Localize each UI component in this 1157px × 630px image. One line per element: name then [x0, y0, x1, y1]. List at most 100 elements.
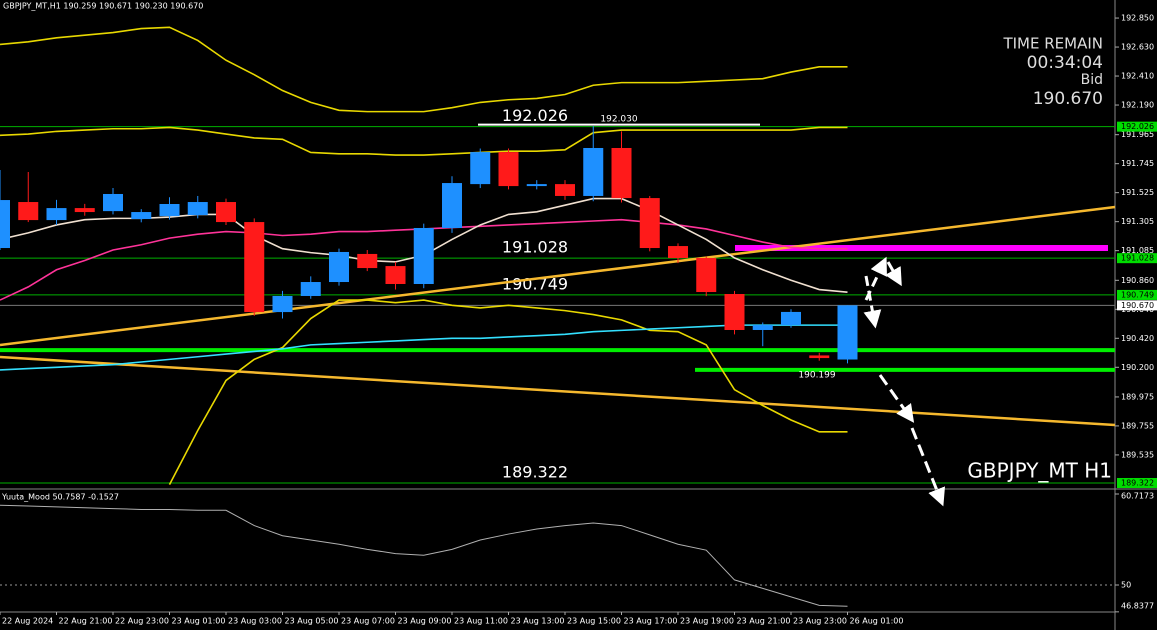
x-tick-label: 23 Aug 05:00 — [285, 617, 339, 626]
indicator-line — [0, 26, 848, 113]
y-tick-label: 46.8377 — [1121, 602, 1154, 611]
candle-body — [752, 325, 773, 330]
candle-body — [300, 282, 321, 296]
candle-body — [329, 251, 349, 283]
price-label: 190.670 — [1121, 301, 1154, 310]
arrow — [885, 261, 902, 287]
price-label: 192.026 — [1121, 122, 1154, 131]
y-tick-label: 189.535 — [1121, 450, 1154, 459]
candle-body — [498, 152, 519, 187]
indicator-line — [0, 126, 848, 156]
oscillator-line — [0, 504, 848, 607]
candle-body — [668, 246, 688, 259]
price-label-box — [1117, 121, 1157, 132]
price-label: 191.028 — [1121, 254, 1154, 263]
candle-body — [74, 208, 95, 213]
candle-body — [724, 294, 745, 330]
price-label-box — [1117, 477, 1157, 488]
info-time: 00:34:04 — [1027, 53, 1103, 73]
candle-body — [611, 147, 632, 199]
y-tick-label: 191.965 — [1121, 130, 1154, 139]
candle-body — [159, 204, 180, 217]
trendline — [0, 205, 1116, 347]
y-tick-label: 191.305 — [1121, 217, 1154, 226]
level-label: 191.028 — [502, 238, 568, 257]
price-label-box — [1117, 300, 1157, 311]
x-tick-label: 23 Aug 23:00 — [793, 617, 847, 626]
candle-body — [696, 258, 717, 293]
y-tick-label: 190.420 — [1121, 334, 1154, 343]
price-label-box — [1117, 253, 1157, 264]
y-tick-label: 60.7173 — [1121, 492, 1154, 501]
y-tick-label: 190.200 — [1121, 363, 1154, 372]
candle-body — [413, 227, 434, 284]
y-tick-label: 192.410 — [1121, 72, 1154, 81]
arrow — [863, 275, 882, 329]
y-tick-label: 189.755 — [1121, 421, 1154, 430]
level-label: 189.322 — [502, 462, 568, 481]
indicator-line — [0, 324, 848, 371]
arrows — [863, 256, 946, 507]
candle-body — [526, 184, 547, 187]
candle-body — [103, 193, 123, 212]
level-label: 192.026 — [502, 106, 568, 125]
arrow — [878, 374, 915, 423]
x-tick-label: 22 Aug 23:00 — [115, 617, 169, 626]
indicator-line — [168, 299, 848, 485]
annotation: 190.199 — [798, 371, 835, 381]
x-tick-label: 22 Aug 2024 — [2, 617, 53, 626]
info-label: TIME REMAIN — [1002, 35, 1103, 53]
y-tick-label: 192.850 — [1121, 14, 1154, 23]
candle-body — [583, 147, 604, 196]
candle-body — [18, 202, 39, 221]
candle-body — [442, 183, 462, 228]
x-tick-label: 23 Aug 09:00 — [398, 617, 452, 626]
x-tick-label: 23 Aug 15:00 — [567, 617, 621, 626]
info-label: Bid — [1081, 72, 1103, 88]
y-tick-label: 50 — [1121, 581, 1131, 590]
candle-body — [244, 222, 265, 313]
x-tick-label: 23 Aug 13:00 — [511, 617, 565, 626]
candle-body — [385, 266, 406, 284]
x-tick-label: 23 Aug 21:00 — [737, 617, 791, 626]
x-tick-label: 23 Aug 11:00 — [454, 617, 508, 626]
x-tick-label: 26 Aug 01:00 — [850, 617, 904, 626]
x-tick-label: 23 Aug 07:00 — [341, 617, 395, 626]
candle-body — [46, 208, 67, 221]
candle-body — [781, 311, 801, 326]
y-tick-label: 191.085 — [1121, 246, 1154, 255]
y-tick-label: 190.860 — [1121, 276, 1154, 285]
subchart-title: Yuuta_Mood 50.7587 -0.1527 — [1, 493, 119, 502]
arrow — [910, 427, 946, 507]
candle-body — [187, 202, 208, 216]
price-label: 189.322 — [1121, 478, 1154, 487]
trendline — [0, 355, 1116, 427]
x-tick-label: 23 Aug 17:00 — [624, 617, 678, 626]
price-label-box — [1117, 289, 1157, 300]
candle-body — [639, 198, 660, 249]
x-tick-label: 22 Aug 21:00 — [59, 617, 113, 626]
y-tick-label: 191.745 — [1121, 159, 1154, 168]
y-tick-label: 192.630 — [1121, 43, 1154, 52]
candle-body — [357, 253, 378, 269]
watermark: GBPJPY_MT H1 — [967, 459, 1112, 483]
candle-body — [272, 295, 293, 313]
price-label: 190.749 — [1121, 290, 1154, 299]
x-tick-label: 23 Aug 19:00 — [680, 617, 734, 626]
chart-header: GBPJPY_MT,H1 190.259 190.671 190.230 190… — [3, 2, 203, 11]
candle-body — [216, 202, 236, 223]
x-tick-label: 23 Aug 03:00 — [228, 617, 282, 626]
y-tick-label: 192.190 — [1121, 101, 1154, 110]
candle-body — [809, 355, 830, 359]
candle-body — [131, 212, 152, 220]
annotation: 192.030 — [600, 115, 637, 125]
candle-body — [0, 200, 10, 249]
candle-body — [837, 305, 858, 360]
info-bid: 190.670 — [1033, 89, 1103, 109]
y-tick-label: 191.525 — [1121, 188, 1154, 197]
y-tick-label: 189.975 — [1121, 392, 1154, 401]
x-tick-label: 23 Aug 01:00 — [172, 617, 226, 626]
candle-body — [470, 152, 491, 185]
